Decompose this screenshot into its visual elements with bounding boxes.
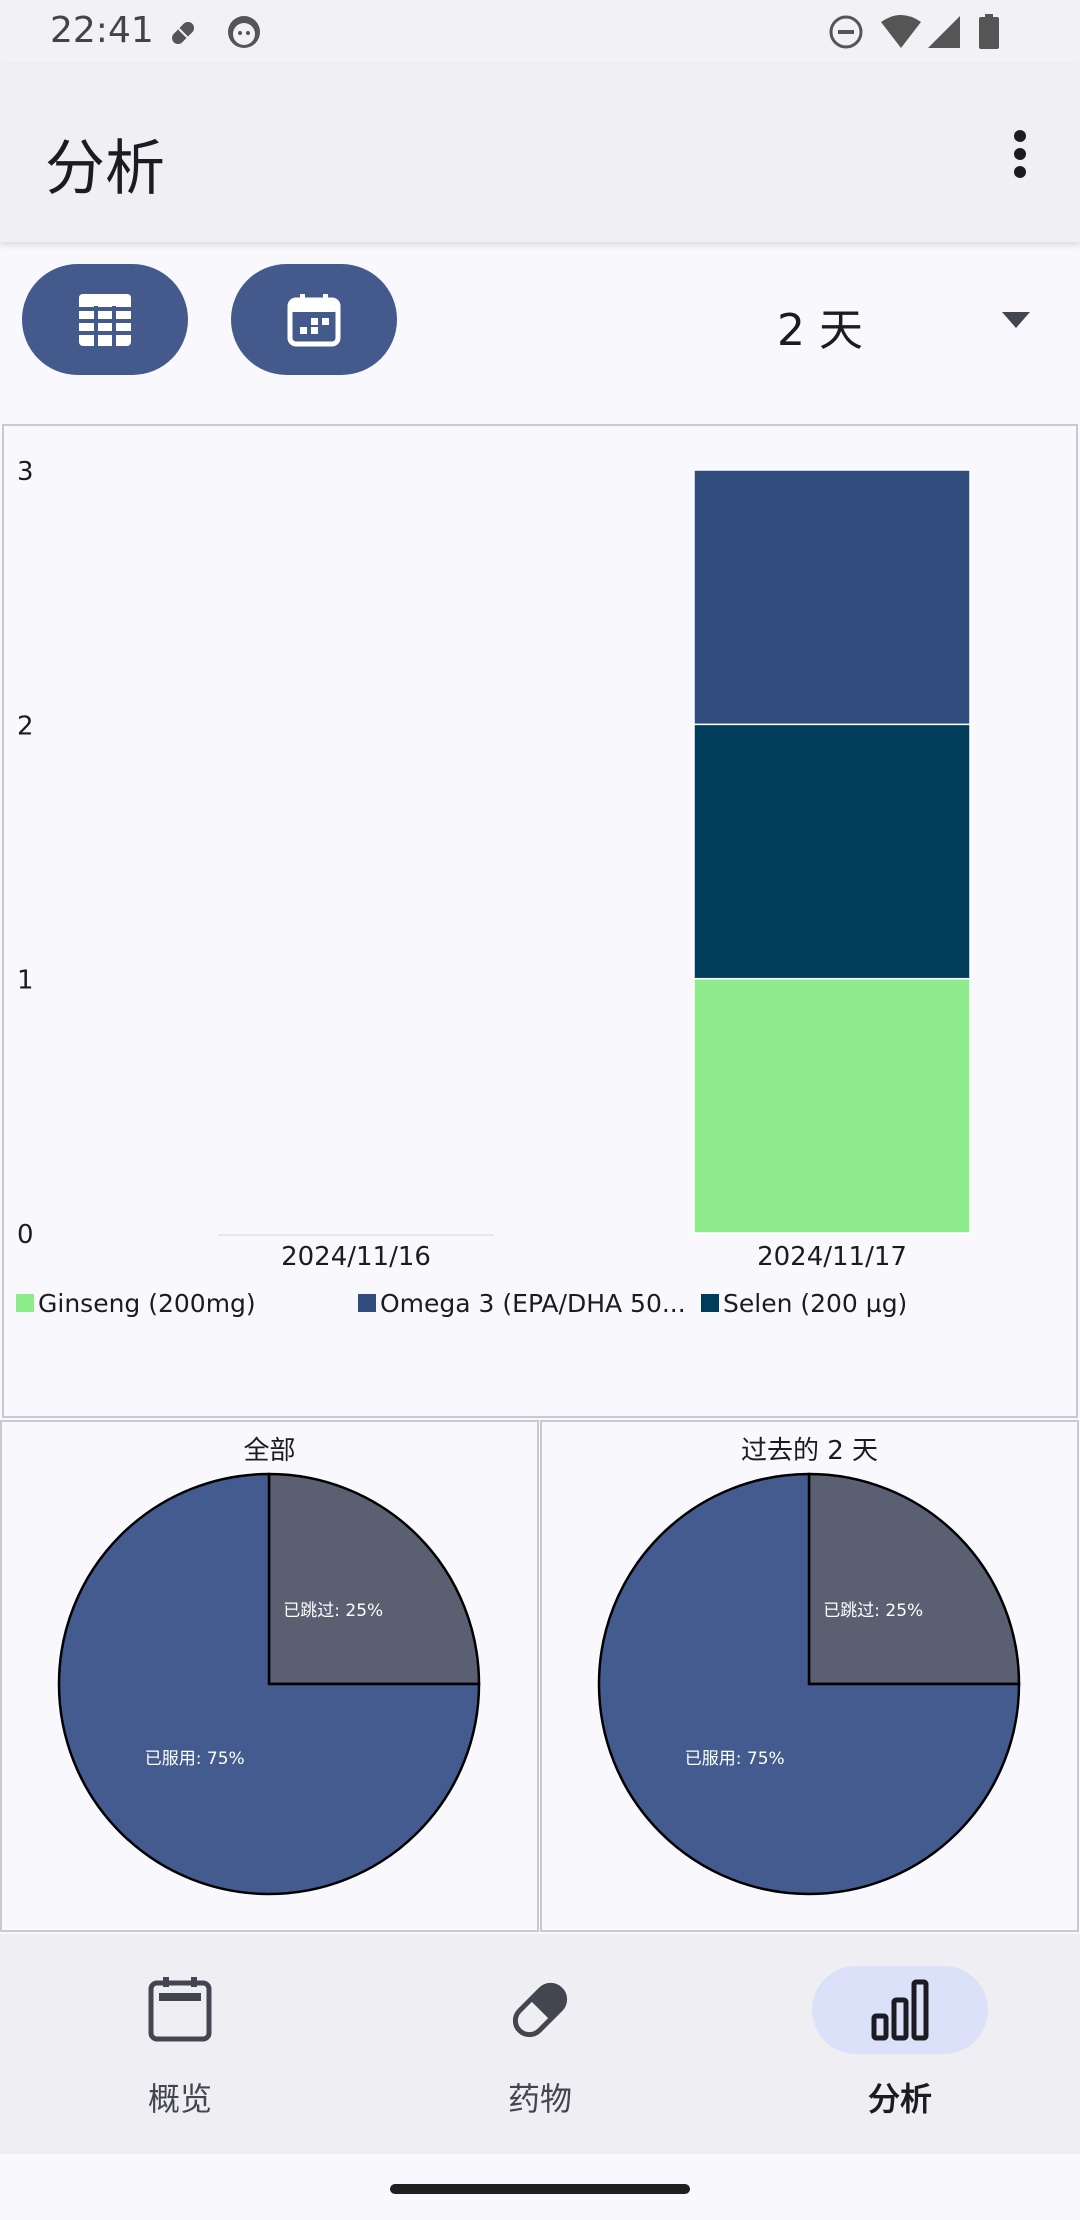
pie-title: 全部 xyxy=(243,1436,296,1466)
bar-segment xyxy=(693,977,971,1234)
nav-label: 药物 xyxy=(507,2080,572,2118)
x-tick-label: 2024/11/16 xyxy=(281,1242,431,1272)
pill-icon xyxy=(512,1982,568,2038)
bar-segment xyxy=(693,723,971,980)
pie-slice-label: 已服用: 75% xyxy=(145,1749,245,1769)
pie-slice xyxy=(807,1472,1021,1686)
status-bar: 22:41 xyxy=(0,0,1080,64)
pie-slice xyxy=(597,1472,1021,1896)
legend-swatch xyxy=(358,1294,376,1312)
pie-slice-label: 已跳过: 25% xyxy=(283,1601,383,1621)
page-title: 分析 xyxy=(45,134,165,204)
legend-swatch xyxy=(16,1294,34,1312)
cellular-signal-icon xyxy=(928,16,960,48)
pie-slice xyxy=(57,1472,481,1896)
nav-icon-container xyxy=(92,1966,268,2054)
calendar-view-button[interactable] xyxy=(231,264,397,375)
more-options-button[interactable] xyxy=(990,124,1050,184)
calendar-icon xyxy=(287,293,341,346)
pie-slice-label: 已跳过: 25% xyxy=(823,1601,923,1621)
y-tick-label: 1 xyxy=(17,966,34,996)
table-grid-icon xyxy=(79,293,131,346)
pie-chart-recent: 已跳过: 25% 已服用: 75% xyxy=(597,1472,1021,1896)
bar-chart: 0 1 2 3 2024/11/16 2024/11/17 Ginseng (200mg) O… xyxy=(2,424,1078,1418)
gesture-handle[interactable] xyxy=(390,2184,690,2194)
bar-segment xyxy=(693,469,971,726)
pie-slice xyxy=(267,1472,481,1686)
pie-panel-recent: 过去的 2 天 已跳过: 25% 已服用: 75% xyxy=(540,1420,1079,1932)
table-view-button[interactable] xyxy=(22,264,188,375)
y-tick-label: 3 xyxy=(17,457,34,487)
app-bar: 分析 xyxy=(0,64,1080,242)
nav-label: 分析 xyxy=(867,2080,932,2118)
more-vert-icon xyxy=(1014,130,1026,178)
y-tick-label: 2 xyxy=(17,711,34,741)
do-not-disturb-icon xyxy=(829,15,863,49)
pie-slice-label: 已服用: 75% xyxy=(685,1749,785,1769)
nav-item-overview[interactable]: 概览 xyxy=(0,1934,360,2154)
pie-title: 过去的 2 天 xyxy=(740,1436,879,1466)
face-notification-icon xyxy=(228,16,260,48)
pie-chart-all: 已跳过: 25% 已服用: 75% xyxy=(57,1472,481,1896)
gesture-navigation-area xyxy=(0,2154,1080,2220)
legend-label: Selen (200 µg) xyxy=(723,1289,907,1318)
status-time: 22:41 xyxy=(50,10,154,51)
dropdown-arrow-icon xyxy=(1002,312,1030,328)
x-tick-label: 2024/11/17 xyxy=(757,1242,907,1272)
pie-panel-all: 全部 已跳过: 25% 已服用: 75% xyxy=(0,1420,539,1932)
y-tick-label: 0 xyxy=(17,1220,34,1250)
bar-chart-svg: 0 1 2 3 2024/11/16 2024/11/17 Ginseng (200mg) O… xyxy=(16,457,971,1318)
nav-item-analysis[interactable]: 分析 xyxy=(720,1934,1080,2154)
nav-icon-container xyxy=(812,1966,988,2054)
nav-icon-container xyxy=(452,1966,628,2054)
wifi-icon xyxy=(881,15,921,48)
legend-swatch xyxy=(701,1294,719,1312)
bottom-navigation: 概览 药物 分析 xyxy=(0,1934,1080,2154)
nav-label: 概览 xyxy=(147,2080,212,2118)
pill-notification-icon xyxy=(172,22,194,44)
nav-item-medications[interactable]: 药物 xyxy=(360,1934,720,2154)
battery-icon xyxy=(979,14,999,49)
legend-label: Ginseng (200mg) xyxy=(38,1289,256,1318)
time-range-dropdown[interactable]: 2 天 xyxy=(760,270,1060,370)
calendar-overview-icon xyxy=(148,1977,212,2042)
time-range-value: 2 天 xyxy=(777,305,863,356)
bar-chart-icon xyxy=(871,1979,929,2041)
legend-label: Omega 3 (EPA/DHA 50... xyxy=(380,1289,686,1318)
